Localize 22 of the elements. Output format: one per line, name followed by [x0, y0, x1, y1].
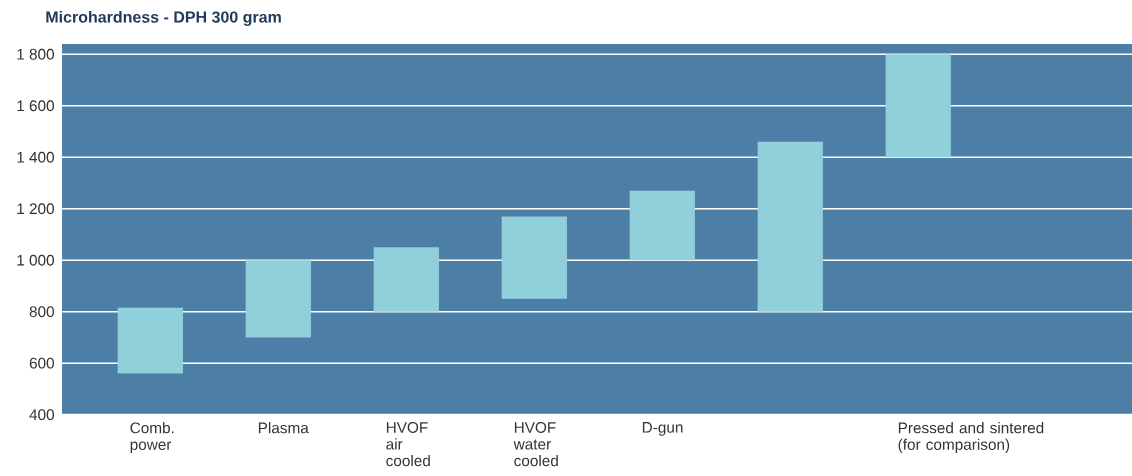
- y-tick-label: 1 800: [17, 48, 54, 60]
- y-tick-label: 1 400: [17, 151, 54, 163]
- bar: [245, 260, 311, 338]
- y-tick-label: 1 200: [17, 203, 54, 215]
- x-tick-label: Pressed and sintered (for comparison): [898, 422, 1044, 453]
- y-tick-label: 400: [29, 409, 55, 421]
- bar: [885, 54, 951, 158]
- bar: [373, 247, 439, 312]
- x-tick-label: D-gun: [642, 422, 683, 436]
- bar: [501, 216, 567, 299]
- x-tick-label: Plasma: [258, 422, 309, 434]
- bar: [629, 190, 695, 261]
- y-tick-label: 800: [29, 306, 55, 318]
- chart-title: Microhardness - DPH 300 gram: [46, 10, 281, 26]
- x-tick-label: HVOF air cooled: [386, 422, 430, 467]
- y-tick-label: 600: [29, 357, 55, 369]
- bar: [117, 307, 183, 374]
- y-tick-label: 1 000: [17, 254, 54, 266]
- x-tick-label: Comb. power: [130, 422, 174, 453]
- y-tick-label: 1 600: [17, 100, 54, 112]
- x-tick-label: HVOF water cooled: [513, 422, 558, 467]
- bar: [757, 141, 823, 312]
